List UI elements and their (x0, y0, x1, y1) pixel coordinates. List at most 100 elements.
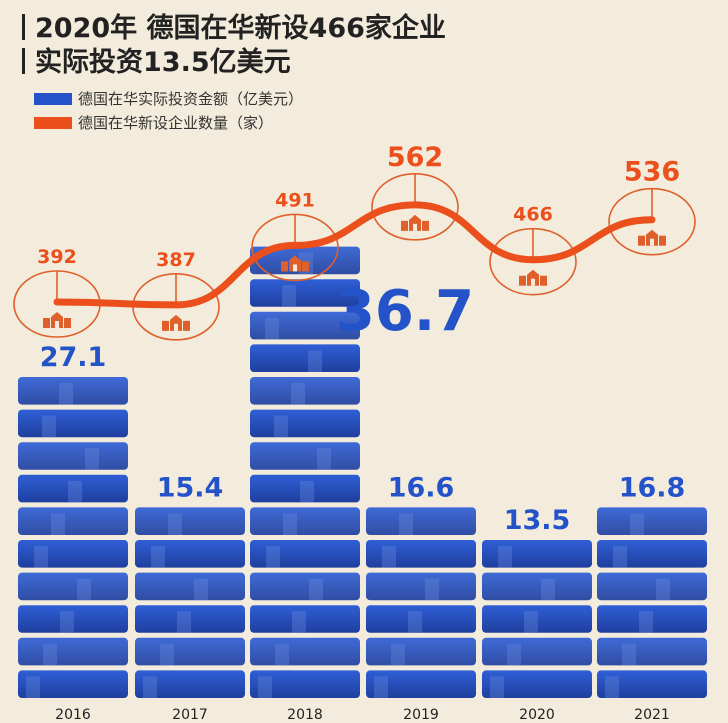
building-icon (519, 269, 547, 286)
bar-segment (18, 540, 128, 568)
bar-segment (597, 605, 707, 633)
bar-segment (135, 540, 245, 568)
bar-segment (597, 572, 707, 601)
bar-texture (265, 317, 279, 340)
line-value-label: 387 (156, 249, 196, 271)
bar-value-label: 15.4 (157, 472, 224, 503)
bar-segment (250, 605, 360, 633)
bar-segment (597, 507, 707, 535)
bar-segment (250, 377, 360, 405)
bar-texture (622, 643, 636, 666)
bar-segment (482, 637, 592, 666)
bar-texture (425, 578, 439, 601)
bar-segment (366, 572, 476, 601)
bar-texture (382, 546, 396, 568)
bar-value-label: 13.5 (504, 505, 571, 536)
bar-segment (18, 442, 128, 470)
building-icon (401, 214, 429, 231)
bar-segment (366, 637, 476, 666)
bar-segment (250, 637, 360, 666)
bar-texture (266, 546, 280, 568)
bar-texture (160, 643, 174, 666)
bar-texture (524, 611, 538, 633)
x-tick-label: 2020 (519, 707, 555, 723)
bar-segment (18, 474, 128, 503)
building-icon (162, 314, 190, 331)
bar-2020 (482, 540, 592, 698)
line-value-label: 392 (37, 246, 77, 268)
point-marker-2021 (608, 187, 696, 256)
bar-texture (391, 643, 405, 666)
bar-segment (250, 344, 360, 372)
x-tick-label: 2019 (403, 707, 439, 723)
bar-texture (68, 480, 82, 503)
bar-value-label: 16.6 (388, 472, 455, 503)
legend-item-investment: 德国在华实际投资金额（亿美元） (34, 88, 303, 109)
bar-segment (135, 507, 245, 535)
bar-segment (250, 279, 360, 307)
bar-texture (498, 546, 512, 568)
legend-item-companies: 德国在华新设企业数量（家） (34, 112, 273, 133)
line-value-label: 562 (387, 142, 443, 173)
bar-texture (613, 546, 627, 568)
bar-texture (143, 676, 157, 698)
bar-segment (135, 605, 245, 633)
bar-segment (135, 670, 245, 698)
bar-texture (291, 383, 305, 405)
bar-segment (366, 605, 476, 633)
bar-segment (482, 540, 592, 568)
bar-segment (366, 507, 476, 535)
bar-segment (18, 507, 128, 535)
bar-texture (309, 578, 323, 601)
bar-texture (275, 643, 289, 666)
bar-texture (42, 415, 56, 438)
legend-label: 德国在华实际投资金额（亿美元） (78, 90, 304, 108)
bar-value-label: 27.1 (40, 342, 107, 373)
bar-texture (151, 546, 165, 568)
bar-texture (507, 643, 521, 666)
bar-texture (282, 285, 296, 307)
bar-value-label: 36.7 (336, 279, 474, 344)
legend-swatch-orange (34, 116, 72, 129)
bar-segment (366, 670, 476, 698)
bar-texture (605, 676, 619, 698)
point-marker-2018 (251, 213, 339, 282)
bar-texture (60, 611, 74, 633)
bar-texture (541, 578, 555, 601)
x-tick-label: 2017 (172, 707, 208, 723)
bar-texture (374, 676, 388, 698)
bar-segment (135, 637, 245, 666)
bar-texture (308, 350, 322, 372)
bar-segment (366, 540, 476, 568)
bar-texture (43, 643, 57, 666)
bar-texture (34, 546, 48, 568)
bar-segment (250, 474, 360, 503)
line-value-label: 466 (513, 204, 553, 226)
point-marker-2020 (489, 227, 577, 296)
bar-segment (482, 572, 592, 601)
bar-segment (597, 540, 707, 568)
bar-texture (85, 448, 99, 470)
bar-2016 (18, 377, 128, 698)
bar-segment (18, 409, 128, 438)
x-tick-label: 2018 (287, 707, 323, 723)
title-line-2: 实际投资13.5亿美元 (22, 40, 291, 79)
bar-segment (482, 670, 592, 698)
bar-texture (656, 578, 670, 601)
bar-texture (177, 611, 191, 633)
point-marker-2019 (371, 173, 459, 241)
bar-value-label: 16.8 (619, 472, 686, 503)
bar-segment (597, 670, 707, 698)
bar-2018 (250, 246, 360, 698)
bar-texture (317, 448, 331, 470)
bar-segment (597, 637, 707, 666)
bar-texture (59, 383, 73, 405)
legend-label: 德国在华新设企业数量（家） (78, 114, 274, 132)
bar-texture (300, 480, 314, 503)
building-icon (281, 255, 309, 272)
x-tick-label: 2016 (55, 707, 91, 723)
title-line-1: 2020年 德国在华新设466家企业 (22, 6, 446, 45)
bar-texture (490, 676, 504, 698)
bar-texture (168, 513, 182, 535)
bar-segment (250, 670, 360, 698)
